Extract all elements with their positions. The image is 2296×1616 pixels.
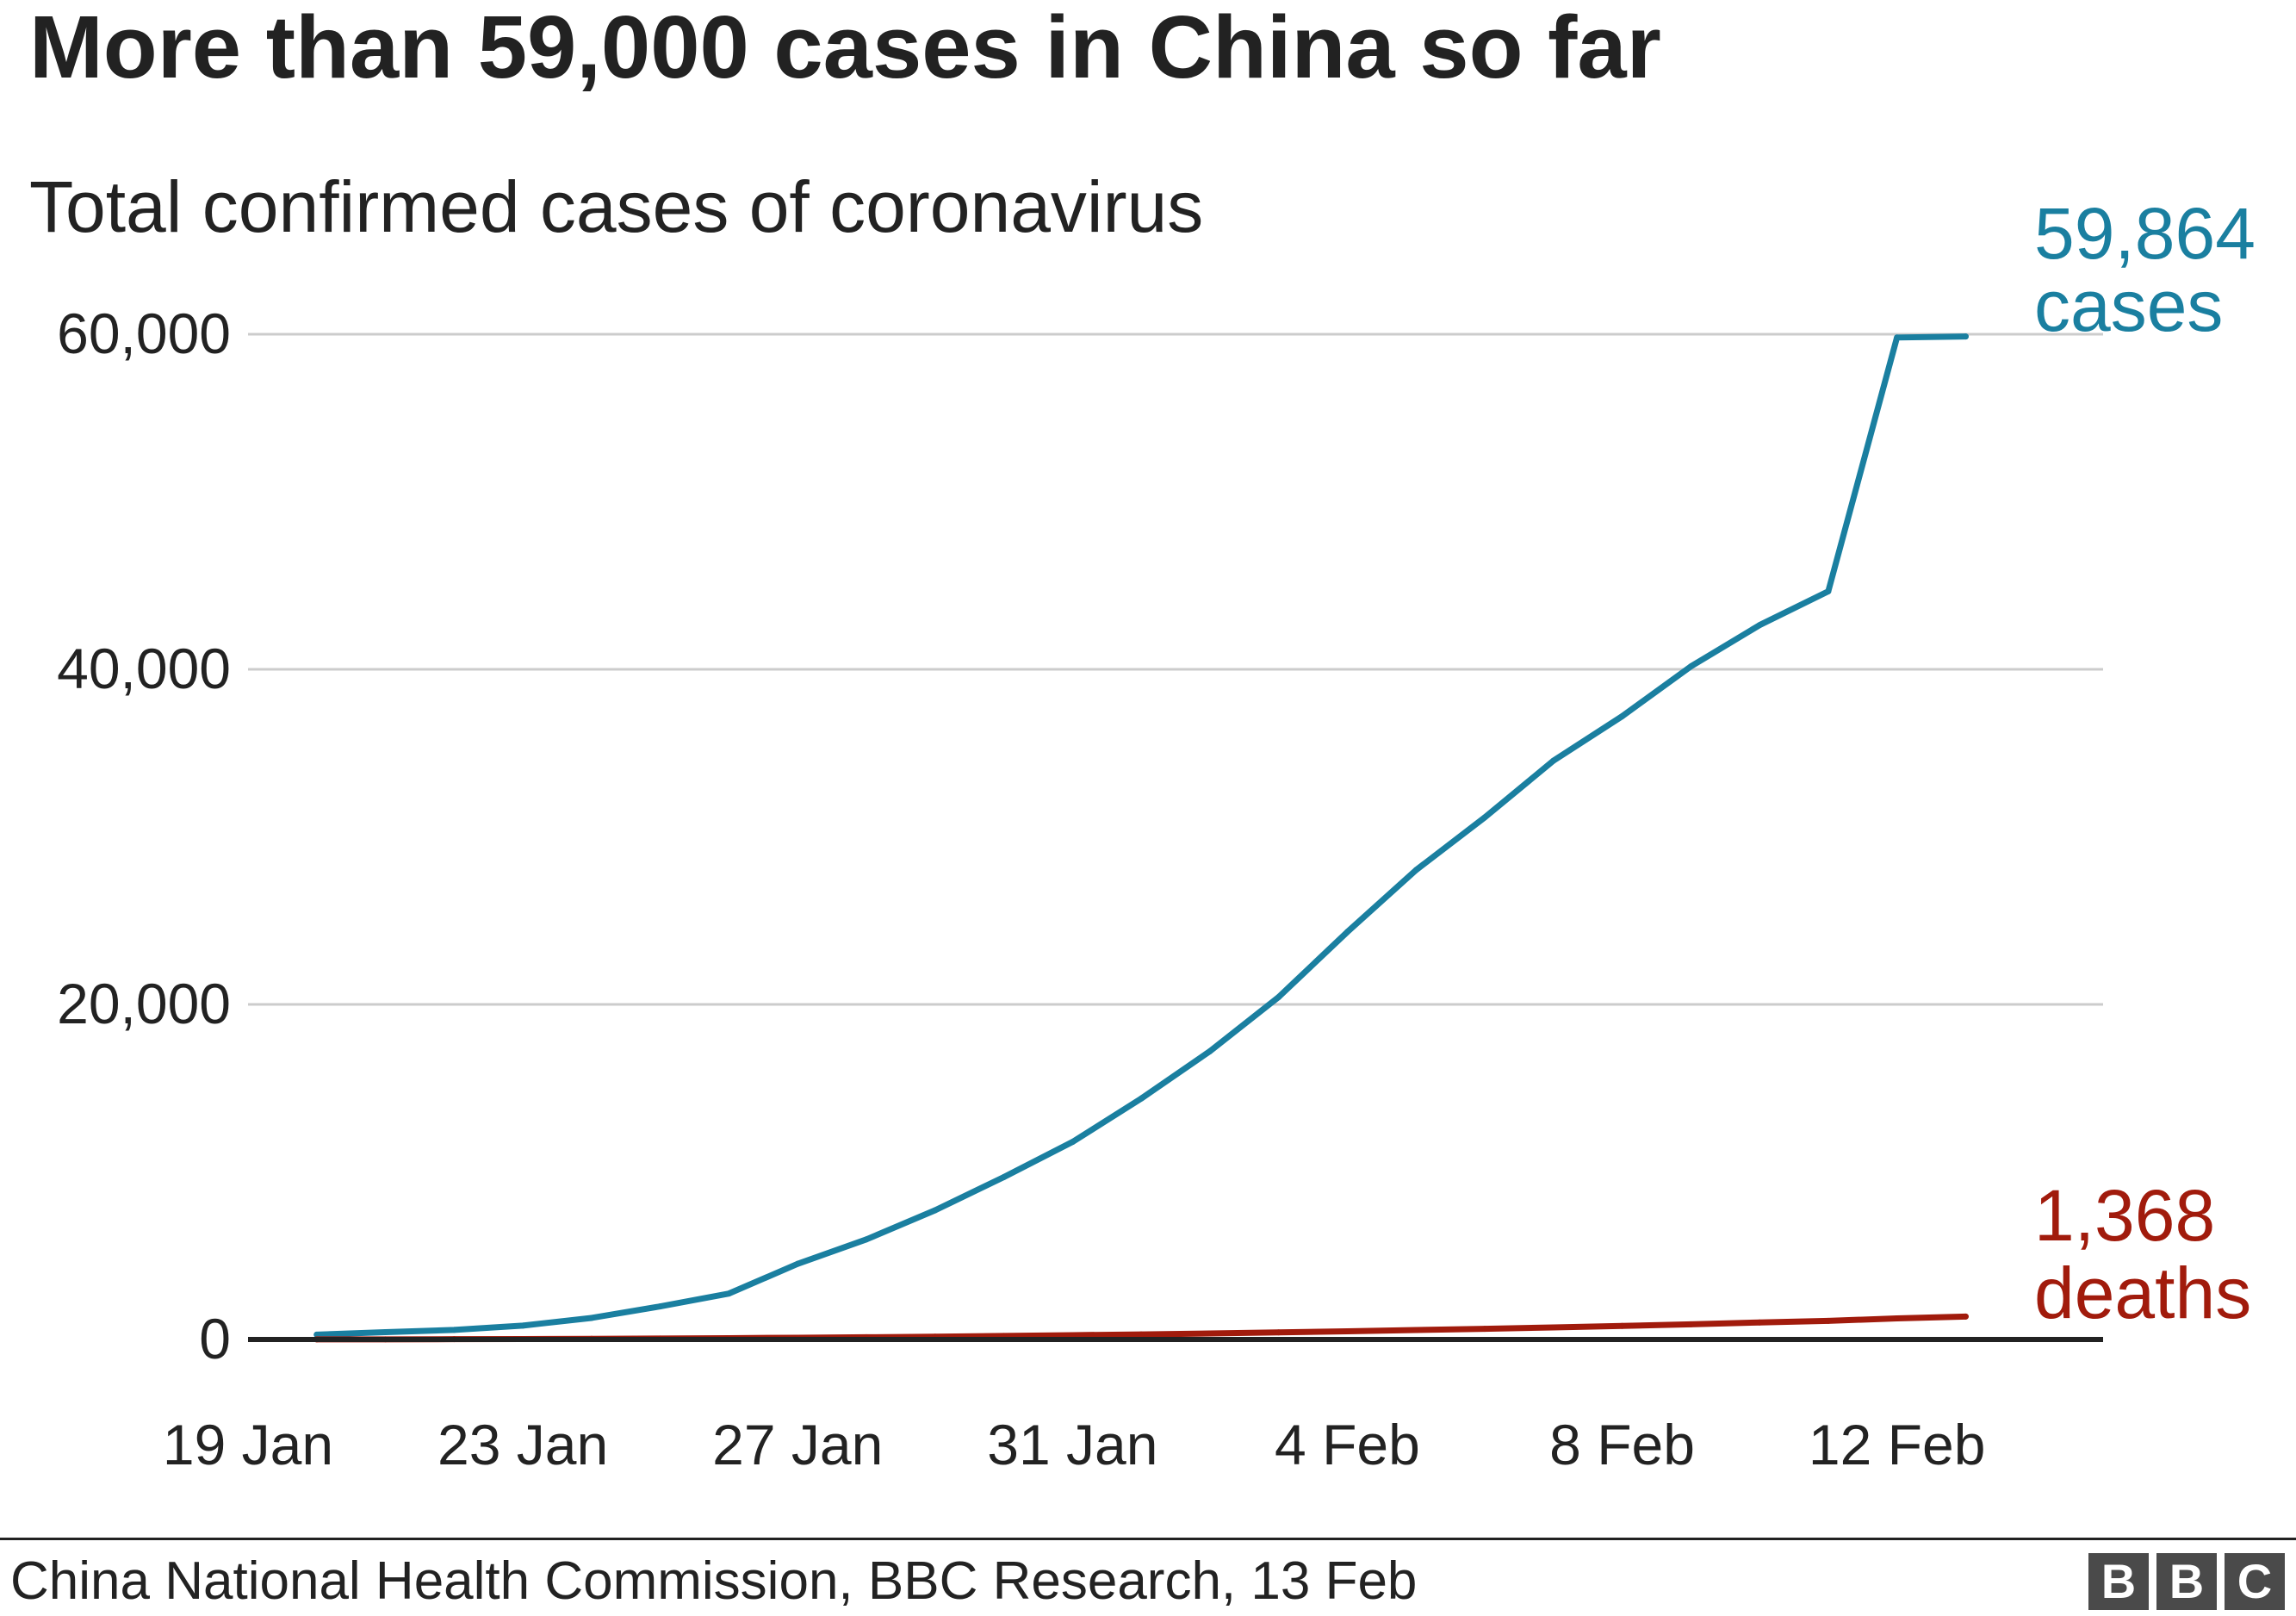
cases-point (1207, 1047, 1213, 1054)
bbc-logo: B B C (2088, 1553, 2285, 1610)
x-tick-label: 12 Feb (1809, 1413, 1985, 1476)
footer-divider (0, 1538, 2296, 1540)
chart-subtitle: Total confirmed cases of coronavirus (29, 166, 1204, 247)
y-axis-tick-labels: 0 20,000 40,000 60,000 (57, 301, 231, 1370)
cases-point (657, 1303, 664, 1310)
y-tick-label: 40,000 (57, 637, 231, 700)
deaths-point (1275, 1329, 1282, 1336)
cases-end-value: 59,864 (2034, 193, 2256, 274)
deaths-point (1962, 1313, 1969, 1320)
cases-point (1825, 587, 1832, 594)
deaths-point (1207, 1330, 1213, 1337)
deaths-point (1412, 1327, 1419, 1333)
cases-point (863, 1236, 870, 1243)
y-tick-label: 60,000 (57, 301, 231, 365)
cases-point (1550, 757, 1557, 764)
cases-point (1275, 993, 1282, 1000)
deaths-point (1069, 1332, 1076, 1339)
deaths-point (1343, 1327, 1350, 1334)
cases-point (725, 1290, 732, 1297)
cases-point (1412, 867, 1419, 873)
chart-title: More than 59,000 cases in China so far (29, 0, 1661, 96)
cases-point (1001, 1173, 1008, 1180)
series-lines (313, 333, 1969, 1343)
x-tick-label: 19 Jan (163, 1413, 333, 1476)
deaths-point (1894, 1315, 1901, 1322)
cases-point (450, 1327, 457, 1333)
logo-letter-b2: B (2156, 1553, 2217, 1610)
x-tick-label: 27 Jan (712, 1413, 883, 1476)
x-tick-label: 31 Jan (987, 1413, 1157, 1476)
cases-point (313, 1331, 320, 1338)
cases-line (313, 333, 1969, 1338)
gridlines (248, 333, 2103, 1006)
cases-point (519, 1322, 526, 1329)
cases-point (588, 1315, 595, 1321)
logo-letter-b1: B (2088, 1553, 2149, 1610)
deaths-point (1756, 1319, 1763, 1326)
cases-end-unit: cases (2034, 265, 2223, 346)
x-tick-label: 23 Jan (437, 1413, 608, 1476)
source-note: China National Health Commission, BBC Re… (10, 1551, 1418, 1611)
cases-point (1069, 1139, 1076, 1146)
deaths-point (1619, 1322, 1626, 1329)
cases-point (932, 1207, 939, 1214)
deaths-point (1481, 1326, 1488, 1333)
deaths-point (1138, 1331, 1145, 1338)
deaths-end-value: 1,368 (2034, 1175, 2215, 1256)
logo-letter-c: C (2225, 1553, 2285, 1610)
x-axis-tick-labels: 19 Jan 23 Jan 27 Jan 31 Jan 4 Feb 8 Feb 12 Feb (163, 1413, 1985, 1476)
cases-point (794, 1260, 801, 1267)
deaths-point (1825, 1317, 1832, 1324)
cases-point (1756, 622, 1763, 629)
cases-point (1962, 333, 1969, 340)
cases-point (1894, 334, 1901, 341)
deaths-point (1550, 1324, 1557, 1331)
cases-point (1619, 712, 1626, 719)
cases-point (1481, 814, 1488, 821)
y-tick-label: 0 (199, 1307, 231, 1370)
cases-point (1343, 929, 1350, 935)
cases-point (382, 1328, 389, 1335)
y-tick-label: 20,000 (57, 972, 231, 1035)
x-tick-label: 8 Feb (1549, 1413, 1695, 1476)
deaths-end-unit: deaths (2034, 1252, 2251, 1333)
line-chart: 0 20,000 40,000 60,000 19 Jan 23 Jan 27 Jan 31… (57, 193, 2256, 1476)
deaths-point (1687, 1321, 1694, 1327)
x-tick-label: 4 Feb (1275, 1413, 1420, 1476)
cases-point (1138, 1095, 1145, 1102)
cases-point (1687, 663, 1694, 670)
